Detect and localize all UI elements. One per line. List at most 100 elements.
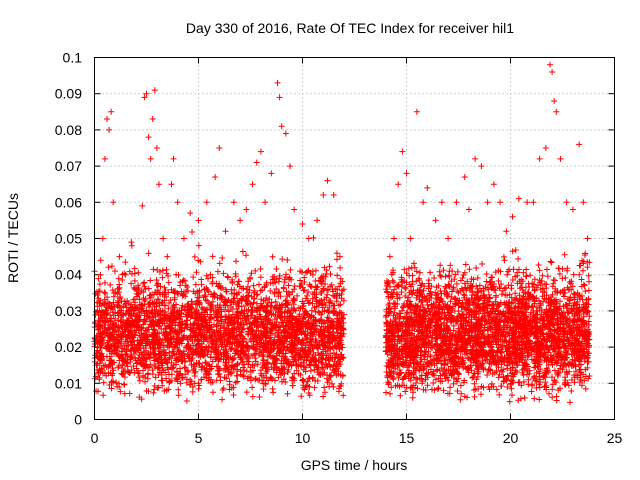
data-point <box>221 337 228 344</box>
data-point <box>324 379 331 386</box>
data-point <box>334 290 341 297</box>
data-point <box>235 303 242 310</box>
data-point <box>249 393 256 400</box>
data-point <box>298 280 305 287</box>
data-point <box>332 366 339 373</box>
data-point <box>282 323 289 330</box>
data-point <box>323 352 330 359</box>
data-point <box>119 345 126 352</box>
data-point <box>333 250 340 257</box>
data-point <box>165 305 172 312</box>
data-point <box>113 379 120 386</box>
data-point <box>310 234 317 241</box>
data-point <box>121 381 128 388</box>
data-point <box>214 363 221 370</box>
data-point <box>312 351 319 358</box>
data-point <box>437 272 444 279</box>
data-point <box>180 277 187 284</box>
data-point <box>256 393 263 400</box>
data-point <box>290 342 297 349</box>
data-point <box>338 291 345 298</box>
data-point <box>230 392 237 399</box>
data-point <box>116 383 123 390</box>
data-point <box>124 342 131 349</box>
data-point <box>219 254 226 261</box>
data-point <box>140 307 147 314</box>
data-point <box>163 266 170 273</box>
data-point <box>195 385 202 392</box>
data-point <box>300 359 307 366</box>
data-point <box>579 296 586 303</box>
data-point <box>279 353 286 360</box>
data-point <box>156 308 163 315</box>
data-point <box>301 363 308 370</box>
data-point <box>204 306 211 313</box>
data-point <box>287 266 294 273</box>
data-point <box>184 307 191 314</box>
data-point <box>325 286 332 293</box>
data-point <box>269 253 276 260</box>
data-point <box>154 266 161 273</box>
data-point <box>318 311 325 318</box>
data-point <box>386 390 393 397</box>
data-point <box>166 323 173 330</box>
data-point <box>425 277 432 284</box>
data-point <box>231 290 238 297</box>
data-point <box>193 315 200 322</box>
data-point <box>289 327 296 334</box>
data-point <box>275 289 282 296</box>
data-point <box>570 271 577 278</box>
data-point <box>189 228 196 235</box>
data-point <box>110 293 117 300</box>
data-point <box>301 310 308 317</box>
data-point <box>225 307 232 314</box>
data-point <box>318 356 325 363</box>
data-point <box>302 342 309 349</box>
data-point <box>175 290 182 297</box>
data-point <box>179 375 186 382</box>
data-point <box>326 309 333 316</box>
data-point <box>273 275 280 282</box>
data-point <box>281 317 288 324</box>
data-point <box>172 322 179 329</box>
data-point <box>283 338 290 345</box>
data-point <box>106 381 113 388</box>
data-point <box>168 352 175 359</box>
data-point <box>409 272 416 279</box>
data-point <box>116 281 123 288</box>
data-point <box>314 283 321 290</box>
data-point <box>183 313 190 320</box>
data-point <box>192 320 199 327</box>
data-point <box>313 286 320 293</box>
data-point <box>289 382 296 389</box>
data-point <box>227 346 234 353</box>
data-point <box>192 281 199 288</box>
data-point <box>229 306 236 313</box>
data-point <box>119 323 126 330</box>
data-point <box>307 367 314 374</box>
data-point <box>208 307 215 314</box>
data-point <box>149 367 156 374</box>
data-point <box>402 388 409 395</box>
data-point <box>96 281 103 288</box>
data-point <box>319 355 326 362</box>
data-point <box>337 301 344 308</box>
data-point <box>220 302 227 309</box>
data-point <box>547 258 554 265</box>
data-point <box>312 337 319 344</box>
data-point <box>243 286 250 293</box>
data-point <box>304 332 311 339</box>
data-point <box>108 342 115 349</box>
data-point <box>340 392 347 399</box>
data-point <box>165 272 172 279</box>
data-point <box>128 301 135 308</box>
data-point <box>173 301 180 308</box>
data-point <box>113 350 120 357</box>
data-point <box>104 324 111 331</box>
data-point <box>231 295 238 302</box>
data-point <box>585 287 592 294</box>
data-point <box>170 364 177 371</box>
data-point <box>331 293 338 300</box>
data-point <box>153 306 160 313</box>
data-point <box>109 365 116 372</box>
